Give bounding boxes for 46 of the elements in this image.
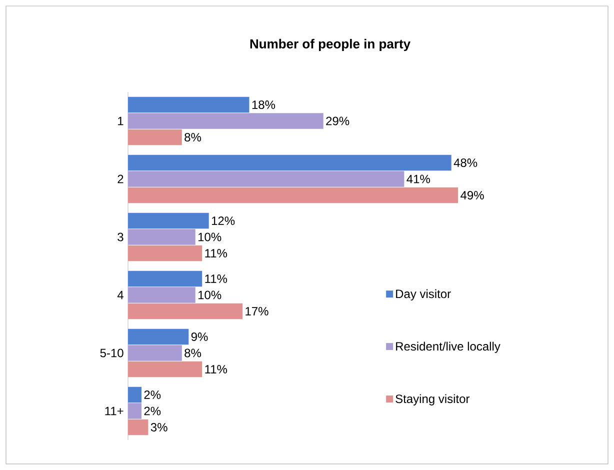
data-label: 2% (144, 406, 161, 416)
bar (128, 113, 324, 129)
data-label: 29% (326, 116, 350, 126)
bar (128, 212, 209, 229)
y-tick-label: 5-10 (100, 348, 124, 358)
data-label: 11% (205, 274, 228, 283)
bar (128, 403, 142, 419)
bar (128, 245, 202, 262)
legend-label: Day visitor (396, 289, 451, 300)
legend-label: Resident/live locally (396, 342, 500, 353)
bar (128, 96, 250, 113)
data-label: 10% (198, 232, 222, 242)
data-label: 11% (205, 365, 228, 374)
bar (128, 129, 182, 146)
bar (128, 229, 196, 245)
bar (128, 303, 243, 320)
bar (128, 287, 196, 303)
y-tick-label: 1 (118, 116, 124, 126)
data-label: 8% (184, 348, 202, 358)
data-label: 17% (246, 307, 268, 316)
data-label: 41% (406, 174, 430, 184)
bar (128, 270, 202, 287)
y-tick-label: 11+ (105, 406, 124, 416)
bar (128, 328, 189, 345)
data-label: 8% (184, 132, 202, 142)
bar (128, 154, 452, 171)
data-label: 49% (460, 190, 484, 200)
data-label: 18% (252, 100, 276, 110)
data-label: 12% (212, 216, 235, 225)
legend-label: Staying visitor (396, 394, 470, 406)
bar (128, 386, 142, 403)
data-label: 3% (150, 422, 168, 432)
data-label: 48% (454, 158, 478, 168)
y-tick-label: 4 (117, 290, 124, 300)
data-label: 10% (198, 290, 222, 300)
bar (128, 187, 458, 204)
bar (128, 419, 148, 436)
data-label: 9% (191, 332, 208, 342)
bar (128, 171, 404, 187)
chart-title: Number of people in party (250, 38, 410, 52)
bar (128, 361, 202, 378)
data-label: 11% (205, 249, 228, 258)
bar (128, 345, 182, 361)
y-tick-label: 2 (118, 174, 124, 184)
y-tick-label: 3 (118, 232, 124, 242)
data-label: 2% (144, 390, 161, 399)
